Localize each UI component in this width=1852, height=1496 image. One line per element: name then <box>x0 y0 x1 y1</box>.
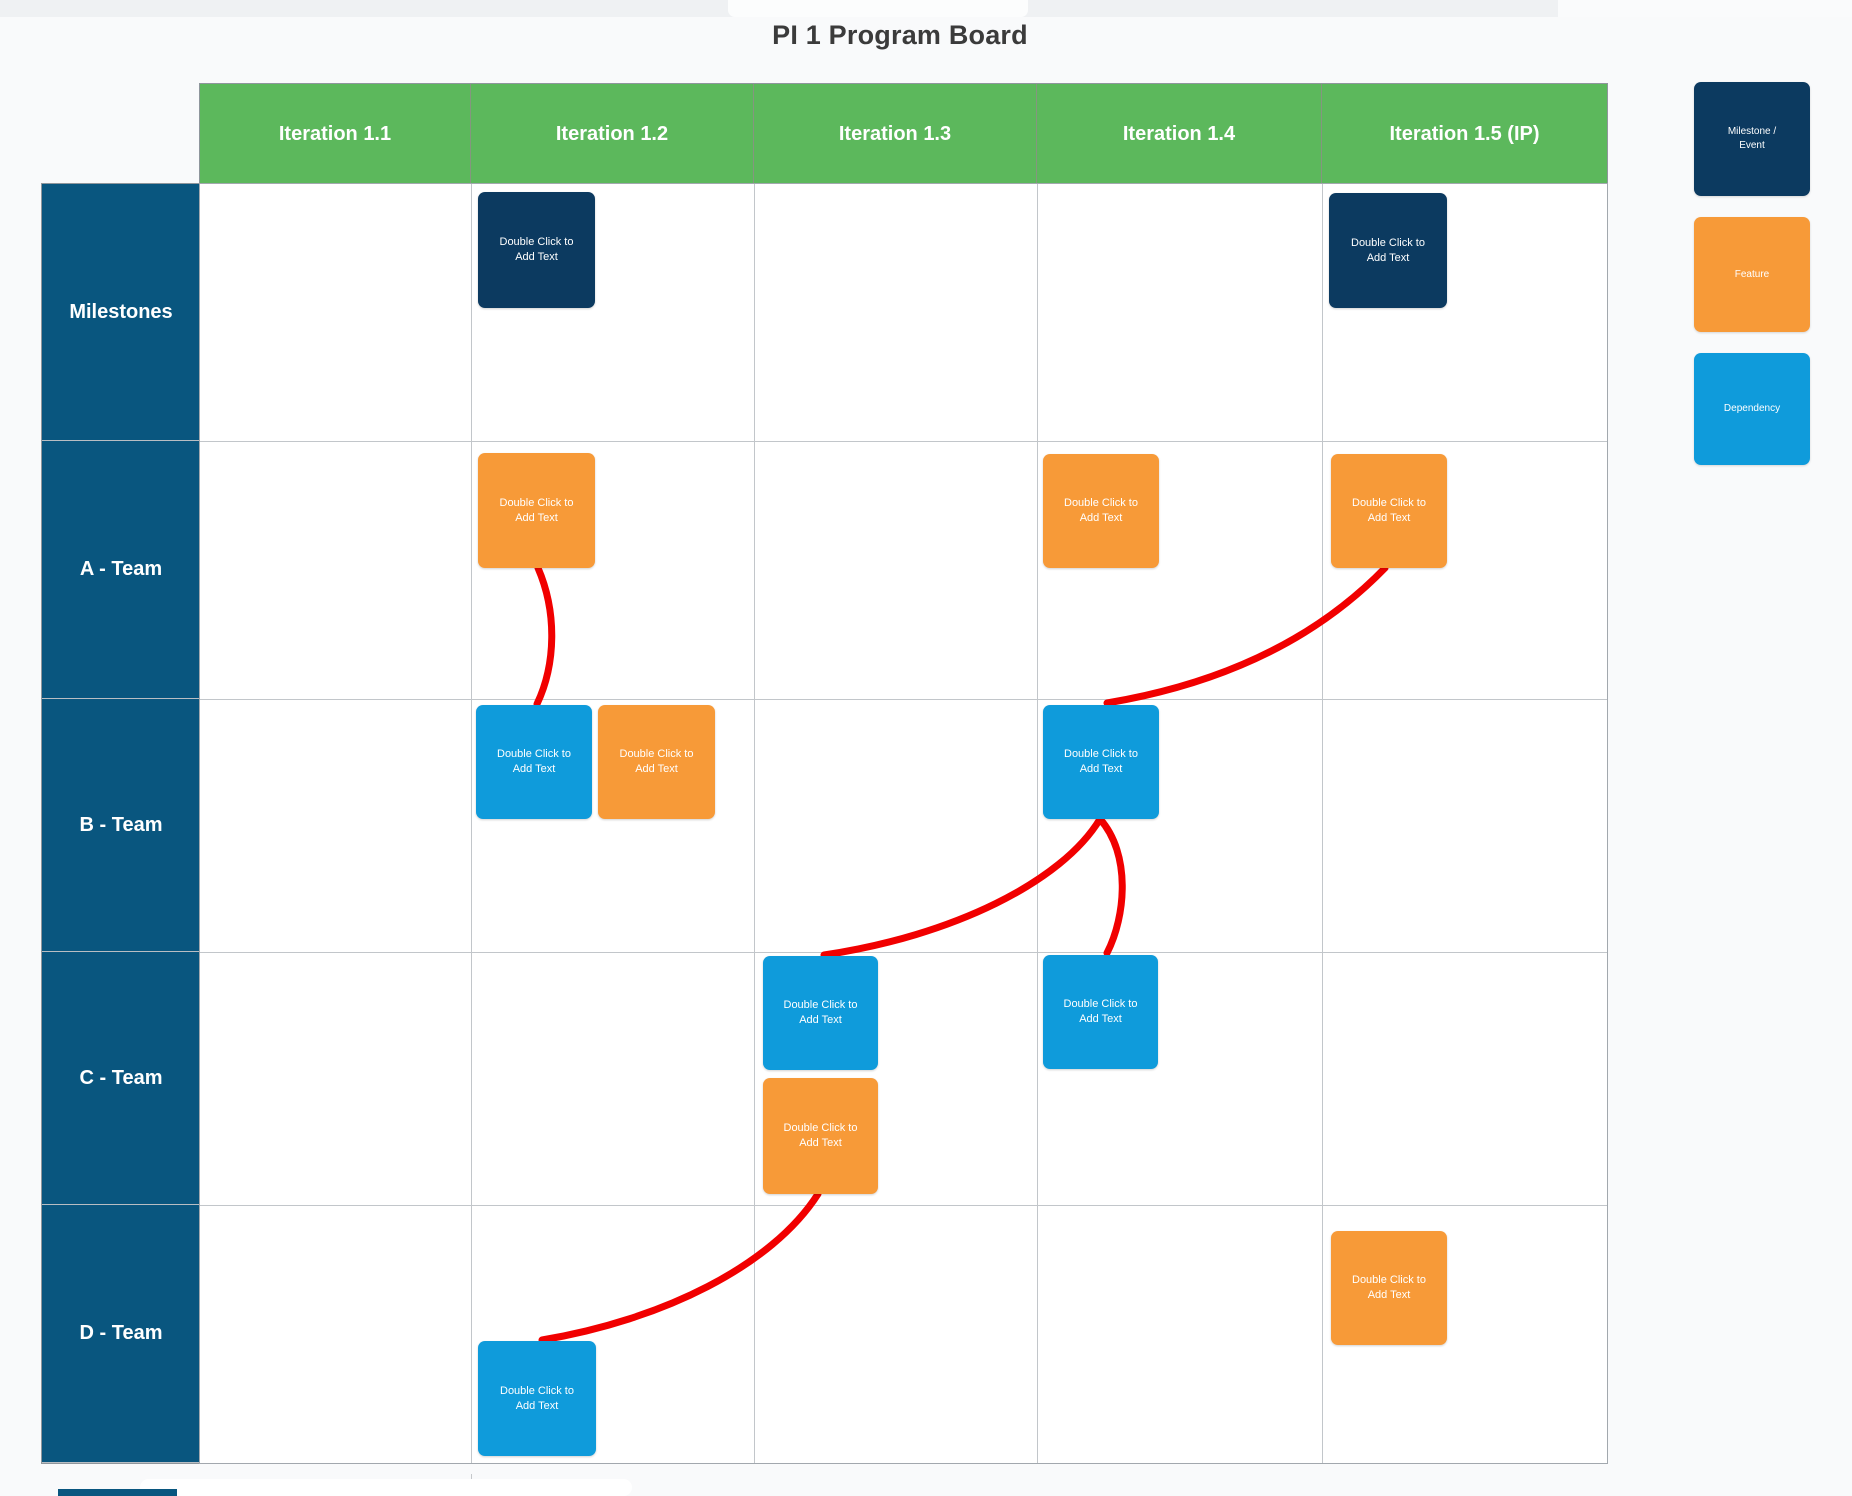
legend-feature[interactable]: Feature <box>1694 217 1810 332</box>
iteration-header-4[interactable]: Iteration 1.4 <box>1037 84 1322 184</box>
legend-milestone[interactable]: Milestone / Event <box>1694 82 1810 196</box>
grid-row-line <box>200 699 1607 700</box>
iteration-header-3[interactable]: Iteration 1.3 <box>754 84 1037 184</box>
dependency-card-d5[interactable]: Double Click to Add Text <box>478 1341 596 1456</box>
team-row-labels: Milestones A - Team B - Team C - Team D - Te… <box>41 183 201 1464</box>
grid-row-line <box>200 952 1607 953</box>
grid-column-line <box>1037 184 1038 1463</box>
feature-card-f4[interactable]: Double Click to Add Text <box>598 705 715 819</box>
page-title: PI 1 Program Board <box>772 20 1028 50</box>
feature-card-f5[interactable]: Double Click to Add Text <box>763 1078 878 1194</box>
milestone-card-m1[interactable]: Double Click to Add Text <box>478 192 595 308</box>
dependency-card-d4[interactable]: Double Click to Add Text <box>1043 955 1158 1069</box>
feature-card-f1[interactable]: Double Click to Add Text <box>478 453 595 568</box>
row-label-d-team[interactable]: D - Team <box>42 1205 200 1463</box>
top-bar <box>0 0 1852 17</box>
row-label-milestones[interactable]: Milestones <box>42 184 200 441</box>
partial-team-label-shape[interactable] <box>58 1489 177 1496</box>
iteration-header-row: Iteration 1.1 Iteration 1.2 Iteration 1.3 I… <box>199 83 1608 185</box>
grid-row-line <box>200 441 1607 442</box>
top-bar-right-panel <box>1558 0 1852 17</box>
feature-card-f6[interactable]: Double Click to Add Text <box>1331 1231 1447 1345</box>
top-bar-tab <box>728 0 1028 17</box>
milestone-card-m2[interactable]: Double Click to Add Text <box>1329 193 1447 308</box>
iteration-header-2[interactable]: Iteration 1.2 <box>471 84 754 184</box>
feature-card-f3[interactable]: Double Click to Add Text <box>1331 454 1447 568</box>
grid-column-line <box>1322 184 1323 1463</box>
dependency-card-d3[interactable]: Double Click to Add Text <box>763 956 878 1070</box>
row-label-c-team[interactable]: C - Team <box>42 952 200 1205</box>
partial-white-shape <box>140 1479 632 1496</box>
dependency-card-d2[interactable]: Double Click to Add Text <box>1043 705 1159 819</box>
iteration-header-1[interactable]: Iteration 1.1 <box>200 84 471 184</box>
row-label-a-team[interactable]: A - Team <box>42 441 200 699</box>
dependency-card-d1[interactable]: Double Click to Add Text <box>476 705 592 819</box>
grid-row-line <box>200 1205 1607 1206</box>
grid-column-line <box>471 184 472 1463</box>
iteration-header-5[interactable]: Iteration 1.5 (IP) <box>1389 122 1540 145</box>
legend-dependency[interactable]: Dependency <box>1694 353 1810 465</box>
row-label-b-team[interactable]: B - Team <box>42 699 200 952</box>
grid-column-line <box>754 184 755 1463</box>
feature-card-f2[interactable]: Double Click to Add Text <box>1043 454 1159 568</box>
